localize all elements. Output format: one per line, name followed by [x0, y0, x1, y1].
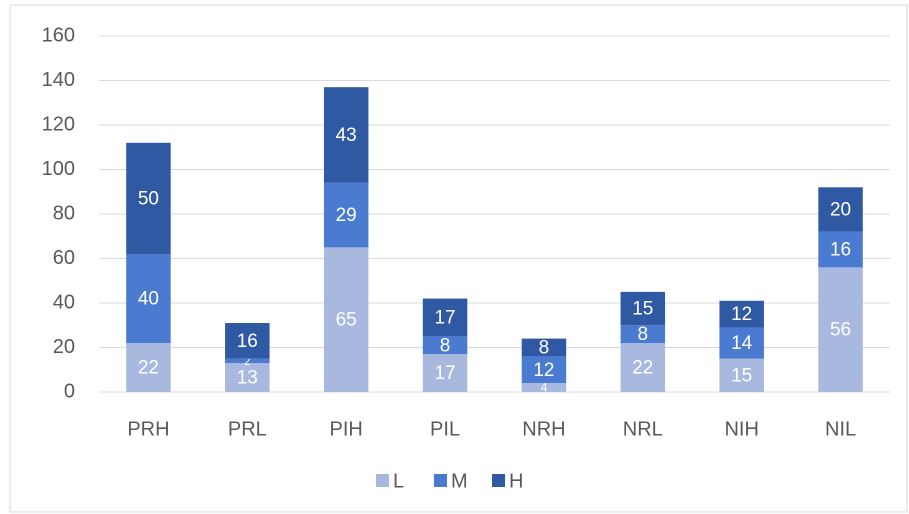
legend-label: M — [451, 470, 468, 492]
data-label: 22 — [632, 358, 653, 379]
data-label: 40 — [138, 289, 159, 310]
data-label: 17 — [434, 363, 455, 384]
bar-segment — [225, 358, 270, 364]
data-label: 16 — [830, 240, 851, 261]
bar-segment — [521, 356, 567, 384]
x-tick-label: PIL — [430, 418, 460, 440]
data-label: 14 — [731, 333, 753, 354]
x-tick-label: NRH — [522, 418, 565, 440]
x-tick-label: PIH — [330, 418, 363, 440]
data-label: 15 — [731, 365, 752, 386]
legend-label: L — [393, 470, 404, 492]
data-label: 2 — [244, 354, 251, 368]
y-tick-label: 140 — [42, 69, 75, 91]
data-label: 50 — [138, 188, 159, 209]
bar-segment — [719, 300, 764, 328]
data-label: 56 — [830, 320, 851, 341]
x-tick-label: PRH — [127, 418, 169, 440]
bar-segment — [521, 338, 567, 357]
bar-segment — [818, 231, 863, 268]
data-label: 8 — [539, 338, 550, 359]
data-label: 12 — [731, 304, 752, 325]
data-label: 29 — [336, 205, 357, 226]
y-tick-label: 160 — [42, 24, 75, 46]
y-tick-label: 100 — [42, 158, 75, 180]
bar-segment — [620, 343, 666, 392]
legend-swatch — [434, 474, 447, 487]
data-label: 17 — [434, 307, 455, 328]
y-tick-label: 0 — [64, 380, 75, 402]
data-label: 12 — [533, 360, 554, 381]
bar-segment — [126, 254, 171, 344]
bar-segment — [521, 383, 567, 392]
data-label: 22 — [138, 358, 159, 379]
bar-segment — [323, 182, 369, 248]
bar-segment — [818, 267, 863, 392]
x-tick-label: NIL — [825, 418, 856, 440]
bar-segment — [818, 187, 863, 232]
bar-segment — [323, 87, 369, 183]
data-label: 65 — [336, 310, 357, 331]
y-tick-label: 20 — [53, 336, 75, 358]
bar-segment — [225, 363, 270, 392]
y-tick-label: 40 — [53, 291, 75, 313]
bar-segment — [422, 354, 468, 392]
data-label: 43 — [336, 125, 357, 146]
legend-swatch — [492, 474, 505, 487]
data-label: 15 — [632, 299, 653, 320]
x-tick-label: NRL — [623, 418, 663, 440]
data-label: 4 — [541, 381, 548, 395]
bar-segment — [422, 298, 468, 337]
data-label: 8 — [638, 324, 649, 345]
bar-segment — [323, 247, 369, 392]
y-tick-label: 120 — [42, 113, 75, 135]
data-label: 16 — [237, 331, 258, 352]
bar-segment — [620, 325, 666, 344]
data-label: 20 — [830, 200, 851, 221]
y-tick-label: 60 — [53, 247, 75, 269]
bar-segment — [225, 323, 270, 359]
y-tick-label: 80 — [53, 202, 75, 224]
legend-label: H — [509, 470, 523, 492]
bar-segment — [719, 358, 764, 392]
legend-swatch — [376, 474, 389, 487]
x-tick-label: NIH — [724, 418, 758, 440]
bar-segment — [719, 327, 764, 359]
bar-segment — [620, 291, 666, 326]
data-label: 13 — [237, 368, 258, 389]
bar-segment — [126, 343, 171, 392]
bar-segment — [422, 336, 468, 355]
data-label: 8 — [440, 335, 451, 356]
bar-segment — [126, 142, 171, 255]
x-tick-label: PRL — [228, 418, 267, 440]
